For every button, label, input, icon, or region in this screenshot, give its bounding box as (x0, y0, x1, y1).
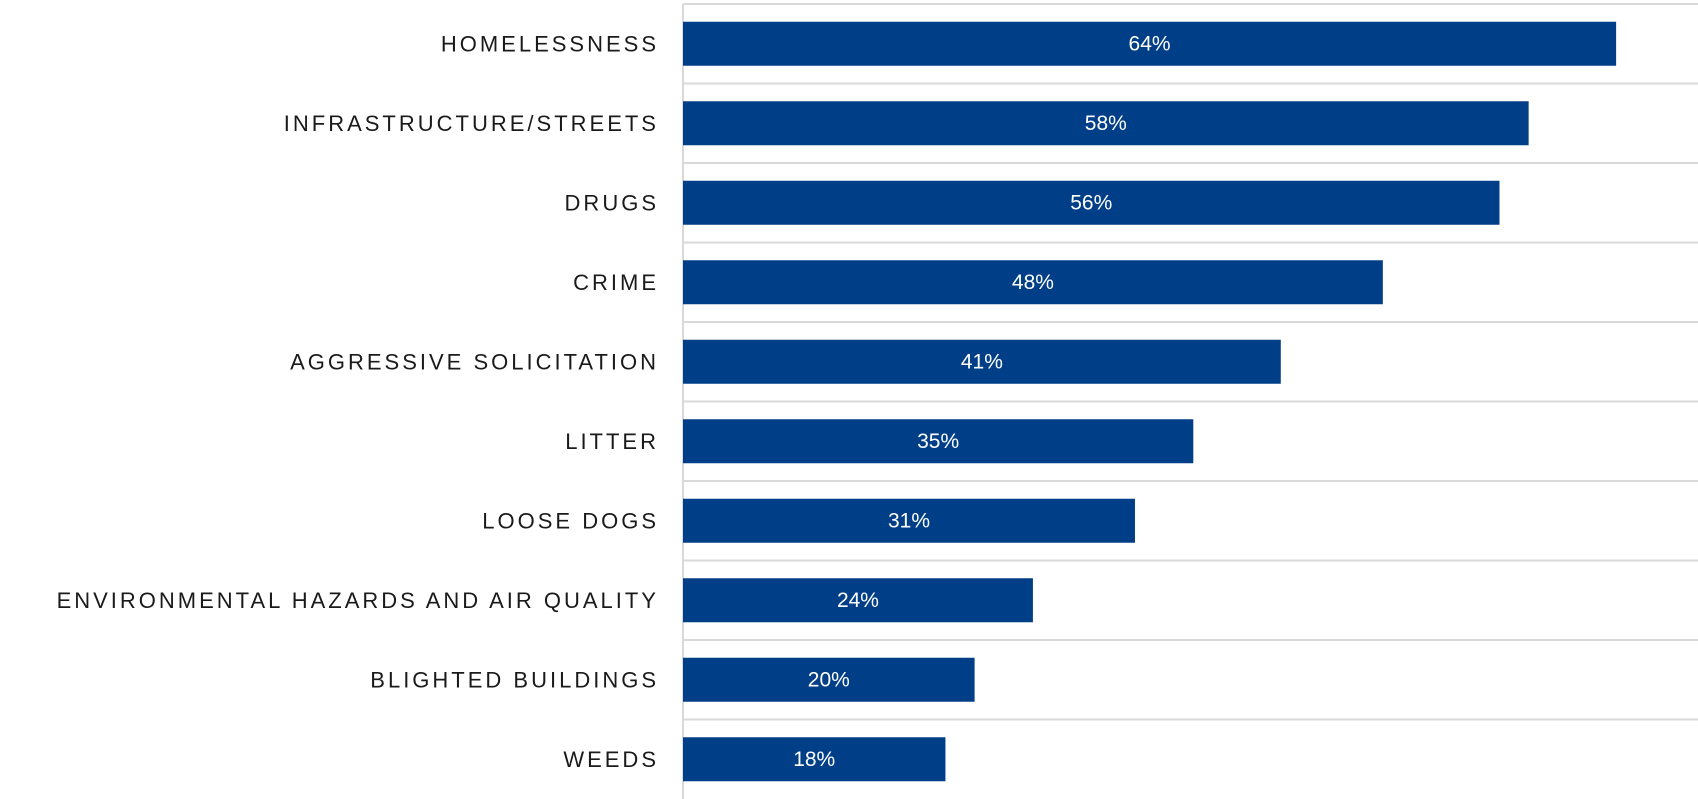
category-label: DRUGS (565, 190, 659, 215)
bars (683, 21, 1617, 782)
category-label: AGGRESSIVE SOLICITATION (290, 349, 659, 374)
category-label: WEEDS (563, 747, 659, 772)
category-label: ENVIRONMENTAL HAZARDS AND AIR QUALITY (57, 588, 659, 613)
category-label: LITTER (565, 429, 659, 454)
bar (683, 339, 1281, 384)
data-label: 18% (793, 748, 835, 771)
data-label: 24% (837, 589, 879, 612)
data-label: 56% (1070, 191, 1112, 214)
bar (683, 419, 1194, 464)
bar (683, 260, 1383, 305)
data-label: 41% (961, 350, 1003, 373)
category-label: HOMELESSNESS (441, 31, 659, 56)
value-labels: 64% 58% 56% 48% 41% 35% 31% 24% 20% 18% (793, 32, 1170, 771)
data-label: 64% (1129, 32, 1171, 55)
bar (683, 21, 1617, 66)
bar (683, 657, 975, 702)
category-label: CRIME (573, 270, 659, 295)
bar (683, 498, 1135, 543)
gridlines (683, 3, 1698, 721)
bar (683, 101, 1529, 146)
category-label: INFRASTRUCTURE/STREETS (284, 111, 659, 136)
data-label: 31% (888, 509, 930, 532)
category-label: BLIGHTED BUILDINGS (370, 667, 659, 692)
category-label: LOOSE DOGS (482, 508, 659, 533)
data-label: 58% (1085, 112, 1127, 135)
bar (683, 578, 1033, 623)
data-label: 35% (917, 430, 959, 453)
data-label: 48% (1012, 271, 1054, 294)
data-label: 20% (808, 668, 850, 691)
bar (683, 180, 1500, 225)
category-labels: HOMELESSNESS INFRASTRUCTURE/STREETS DRUGS C… (57, 31, 659, 772)
bar (683, 737, 946, 782)
